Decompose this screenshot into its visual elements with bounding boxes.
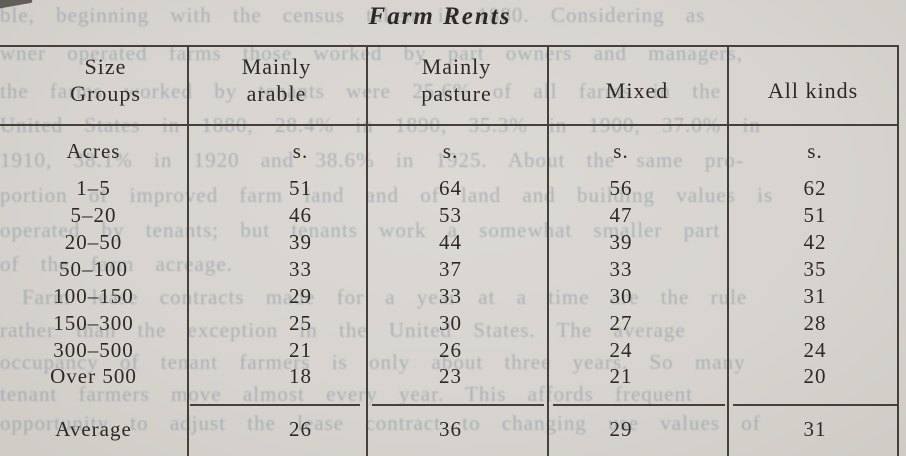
value-cell: 39 bbox=[609, 230, 633, 254]
value-cell: 51 bbox=[803, 203, 827, 227]
value-cell: 64 bbox=[439, 176, 462, 200]
header-line: Groups bbox=[70, 81, 141, 106]
units-label: Acres bbox=[66, 139, 121, 163]
value-cell: 26 bbox=[439, 338, 462, 362]
value-cell: 28 bbox=[803, 311, 827, 335]
average-row: Average 26 36 29 31 bbox=[0, 416, 899, 443]
average-separator-rule bbox=[372, 404, 544, 406]
average-separator-rule bbox=[190, 404, 360, 406]
size-group-cell: 5–20 bbox=[70, 203, 117, 227]
average-separator-rule bbox=[733, 404, 897, 406]
unit-cell: s. bbox=[442, 139, 459, 163]
value-cell: 24 bbox=[803, 338, 827, 362]
size-group-cell: 300–500 bbox=[53, 338, 134, 362]
header-line: Mainly bbox=[241, 54, 312, 79]
value-cell: 46 bbox=[289, 203, 312, 227]
table-row: 300–500 21 26 24 24 bbox=[0, 337, 899, 364]
unit-cell: s. bbox=[613, 139, 629, 163]
table-right-rule bbox=[897, 45, 899, 456]
value-cell: 33 bbox=[439, 284, 462, 308]
header-mainly-pasture: Mainly pasture bbox=[366, 53, 547, 107]
value-cell: 53 bbox=[439, 203, 462, 227]
value-cell: 30 bbox=[609, 284, 633, 308]
value-cell: 27 bbox=[609, 311, 633, 335]
value-cell: 51 bbox=[289, 176, 312, 200]
value-cell: 24 bbox=[609, 338, 633, 362]
header-mainly-arable: Mainly arable bbox=[187, 53, 366, 107]
header-line: Size bbox=[84, 54, 127, 79]
value-cell: 39 bbox=[289, 230, 312, 254]
table-top-rule bbox=[0, 45, 899, 47]
average-label: Average bbox=[55, 417, 132, 441]
average-separator-rule bbox=[553, 404, 725, 406]
header-size-groups: Size Groups bbox=[12, 53, 199, 107]
value-cell: 35 bbox=[803, 257, 827, 281]
size-group-cell: 1–5 bbox=[76, 176, 111, 200]
size-group-cell: 100–150 bbox=[53, 284, 134, 308]
value-cell: 44 bbox=[439, 230, 462, 254]
value-cell: 20 bbox=[803, 364, 827, 388]
average-value-cell: 31 bbox=[803, 417, 827, 441]
header-mixed: Mixed bbox=[605, 78, 669, 103]
table-row: 150–300 25 30 27 28 bbox=[0, 310, 899, 337]
header-line: Mainly bbox=[421, 54, 492, 79]
value-cell: 23 bbox=[439, 364, 462, 388]
size-group-cell: 50–100 bbox=[59, 257, 128, 281]
value-cell: 42 bbox=[803, 230, 827, 254]
table-row: 1–5 51 64 56 62 bbox=[0, 175, 899, 202]
units-row: Acres s. s. s. s. bbox=[0, 138, 899, 165]
value-cell: 21 bbox=[609, 364, 633, 388]
column-divider bbox=[366, 45, 368, 456]
column-divider bbox=[727, 45, 729, 456]
value-cell: 31 bbox=[803, 284, 827, 308]
value-cell: 18 bbox=[289, 364, 312, 388]
value-cell: 29 bbox=[289, 284, 312, 308]
table-row: 50–100 33 37 33 35 bbox=[0, 256, 899, 283]
value-cell: 33 bbox=[289, 257, 312, 281]
unit-cell: s. bbox=[807, 139, 823, 163]
value-cell: 30 bbox=[439, 311, 462, 335]
average-value-cell: 29 bbox=[609, 417, 633, 441]
value-cell: 62 bbox=[803, 176, 827, 200]
size-group-cell: 150–300 bbox=[53, 311, 134, 335]
value-cell: 47 bbox=[609, 203, 633, 227]
table-row: 100–150 29 33 30 31 bbox=[0, 283, 899, 310]
header-bottom-rule bbox=[0, 124, 899, 126]
value-cell: 21 bbox=[289, 338, 312, 362]
value-cell: 25 bbox=[289, 311, 312, 335]
column-divider bbox=[547, 45, 549, 456]
size-group-cell: 20–50 bbox=[64, 230, 123, 254]
value-cell: 37 bbox=[439, 257, 462, 281]
value-cell: 33 bbox=[609, 257, 633, 281]
table-row: 20–50 39 44 39 42 bbox=[0, 229, 899, 256]
size-group-cell: Over 500 bbox=[50, 364, 137, 388]
column-divider bbox=[187, 45, 189, 456]
value-cell: 56 bbox=[609, 176, 633, 200]
header-line: arable bbox=[246, 81, 307, 106]
table-row: 5–20 46 53 47 51 bbox=[0, 202, 899, 229]
table-row: Over 500 18 23 21 20 bbox=[0, 363, 899, 390]
unit-cell: s. bbox=[292, 139, 309, 163]
table-header-row: Size Groups Mainly arable Mainly pasture… bbox=[0, 53, 899, 107]
average-value-cell: 36 bbox=[439, 417, 462, 441]
table-title: Farm Rents bbox=[368, 3, 512, 30]
average-value-cell: 26 bbox=[289, 417, 312, 441]
header-all-kinds: All kinds bbox=[767, 78, 859, 103]
header-line: pasture bbox=[421, 81, 492, 106]
